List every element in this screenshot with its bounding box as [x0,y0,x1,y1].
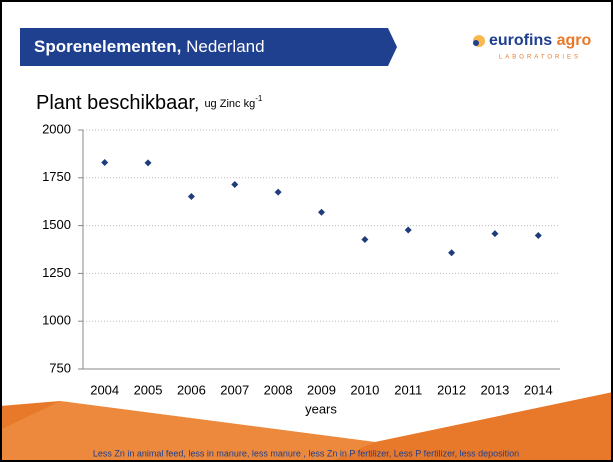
footer-shape-light [0,401,375,462]
header-bar [20,28,397,66]
logo-sub: LABORATORIES [499,55,581,61]
point [404,226,412,234]
point [361,236,369,244]
chart-title-unit: ug Zinc kg [204,98,255,110]
x-tick-label: 2005 [134,382,163,397]
x-tick-label: 2011 [394,382,422,397]
chart-title: Plant beschikbaar, ug Zinc kg-1 [36,92,263,114]
point [534,232,542,240]
chart-title-main: Plant beschikbaar, [36,92,199,114]
y-tick-label: 1000 [42,313,71,328]
point [101,159,109,167]
point [491,230,499,238]
point [144,159,152,167]
footer-text: Less Zn in animal feed, less in manure, … [93,448,519,458]
chart-title-unit-sup: -1 [255,94,263,103]
point [274,188,282,196]
x-tick-label: 2014 [524,382,553,397]
x-tick-label: 2006 [177,382,206,397]
header-title-bold: Sporenelementen, [34,37,181,56]
x-tick-label: 2012 [437,382,466,397]
logo-text: eurofins agro [489,32,591,49]
x-tick-label: 2008 [264,382,293,397]
point [231,180,239,188]
x-tick-label: 2013 [480,382,509,397]
point [448,249,456,257]
y-tick-label: 1750 [42,169,71,184]
header-title: Sporenelementen, Nederland [34,37,265,56]
y-tick-label: 1500 [42,217,71,232]
y-tick-label: 750 [49,360,71,375]
y-tick-label: 1250 [42,265,71,280]
header-title-rest: Nederland [186,37,264,56]
point [187,193,195,201]
point [318,208,325,216]
x-tick-label: 2009 [307,382,336,397]
x-tick-label: 2007 [220,382,249,397]
x-tick-label: 2004 [90,382,119,397]
logo-icon-dot [473,40,479,46]
x-axis-label: years [305,401,337,416]
y-tick-label: 2000 [42,121,71,136]
logo-name: eurofins [489,32,552,49]
x-tick-label: 2010 [350,382,379,397]
logo-name2: agro [557,32,592,49]
